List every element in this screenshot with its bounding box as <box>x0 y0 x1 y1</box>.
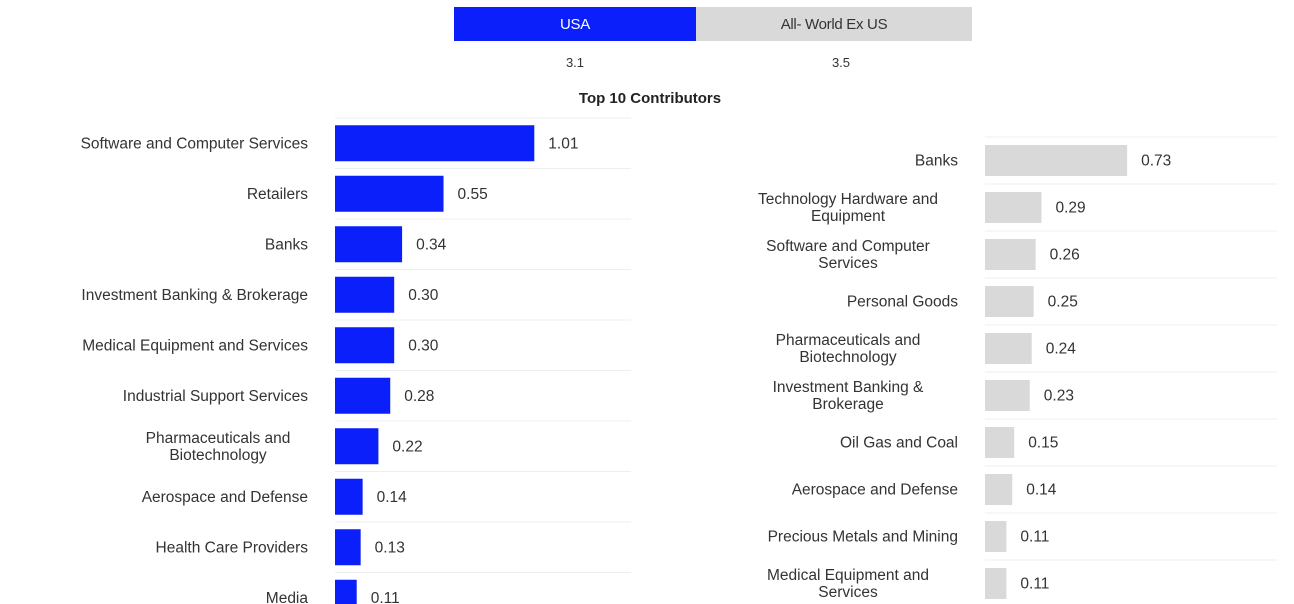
bar[interactable] <box>335 579 357 604</box>
bar[interactable] <box>985 521 1007 552</box>
bar[interactable] <box>985 474 1013 505</box>
category-label: Investment Banking & Brokerage <box>81 287 308 304</box>
category-label: Health Care Providers <box>156 539 309 556</box>
data-label: 0.14 <box>1026 482 1057 499</box>
category-label: Technology Hardware and Equipment <box>758 191 938 225</box>
world-ex-us-total-value: 3.5 <box>831 54 851 70</box>
bar[interactable] <box>985 145 1128 176</box>
category-label: Precious Metals and Mining <box>768 529 958 546</box>
chart-title: Top 10 Contributors <box>578 90 722 107</box>
category-label: Aerospace and Defense <box>142 489 308 506</box>
data-label: 0.13 <box>375 539 405 556</box>
data-label: 1.01 <box>548 135 578 152</box>
category-label: Banks <box>915 153 958 170</box>
category-label: Aerospace and Defense <box>792 482 958 499</box>
category-label: Pharmaceuticals and Biotechnology <box>146 430 291 464</box>
bar[interactable] <box>985 286 1034 317</box>
bar[interactable] <box>985 427 1015 458</box>
data-label: 0.34 <box>416 236 447 253</box>
bar[interactable] <box>985 333 1032 364</box>
data-label: 0.28 <box>404 388 434 405</box>
bar[interactable] <box>335 478 363 515</box>
category-label: Investment Banking & Brokerage <box>773 379 924 413</box>
category-label: Banks <box>265 236 308 253</box>
bar[interactable] <box>335 226 403 263</box>
category-label: Pharmaceuticals and Biotechnology <box>776 332 921 366</box>
category-label: Software and Computer Services <box>81 135 309 152</box>
data-label: 0.11 <box>371 590 400 604</box>
category-label: Medical Equipment and Services <box>82 337 308 354</box>
bar[interactable] <box>335 428 379 465</box>
bar[interactable] <box>985 568 1007 599</box>
data-label: 0.30 <box>408 337 439 354</box>
category-label: Media <box>266 590 309 604</box>
bar[interactable] <box>985 192 1042 223</box>
data-label: 0.73 <box>1141 153 1171 170</box>
bar[interactable] <box>335 125 535 162</box>
data-label: 0.15 <box>1028 435 1058 452</box>
category-label: Personal Goods <box>847 294 958 311</box>
usa-header-tab[interactable]: USA <box>454 7 696 41</box>
data-label: 0.24 <box>1046 341 1077 358</box>
data-label: 0.29 <box>1055 200 1085 217</box>
bar-panel-2: 0.73 Banks 0.29 Technology Hardware and Equi… <box>758 136 1277 601</box>
bar[interactable] <box>335 276 395 313</box>
category-label: Medical Equipment and Services <box>767 567 929 601</box>
category-label: Retailers <box>247 186 308 203</box>
usa-total-value: 3.1 <box>565 54 585 70</box>
bar[interactable] <box>335 175 444 212</box>
bar[interactable] <box>335 377 391 414</box>
category-label: Software and Computer Services <box>766 238 930 272</box>
bar[interactable] <box>985 380 1030 411</box>
data-label: 0.26 <box>1050 247 1080 264</box>
data-label: 0.22 <box>392 438 422 455</box>
bar-panel-1: 1.01 Software and Computer Services 0.55 Re… <box>81 117 631 604</box>
data-label: 0.14 <box>377 489 408 506</box>
category-label: Oil Gas and Coal <box>840 435 958 452</box>
data-label: 0.11 <box>1020 529 1049 546</box>
world-ex-us-header-tab[interactable]: All- World Ex US <box>696 7 972 41</box>
category-label: Industrial Support Services <box>123 388 308 405</box>
data-label: 0.11 <box>1020 576 1049 593</box>
bar[interactable] <box>335 327 395 364</box>
bar[interactable] <box>985 239 1036 270</box>
data-label: 0.25 <box>1048 294 1078 311</box>
bar[interactable] <box>335 529 361 566</box>
data-label: 0.23 <box>1044 388 1074 405</box>
data-label: 0.55 <box>458 186 488 203</box>
data-label: 0.30 <box>408 287 439 304</box>
